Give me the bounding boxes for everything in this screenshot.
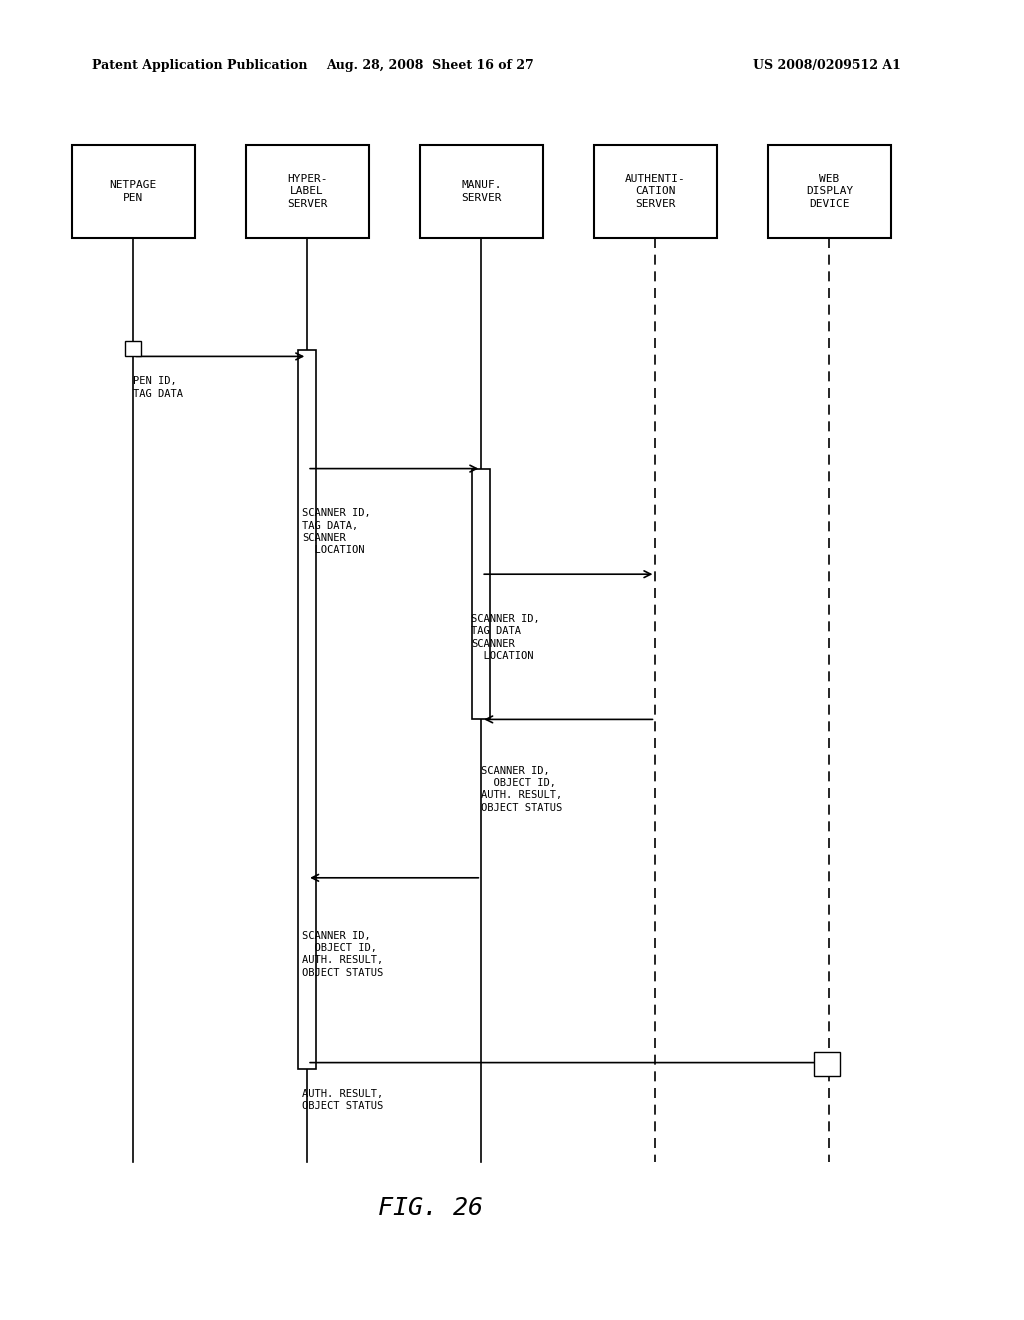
FancyBboxPatch shape bbox=[420, 145, 543, 238]
Text: WEB
DISPLAY
DEVICE: WEB DISPLAY DEVICE bbox=[806, 174, 853, 209]
Text: MANUF.
SERVER: MANUF. SERVER bbox=[461, 181, 502, 202]
Text: FIG. 26: FIG. 26 bbox=[378, 1196, 482, 1220]
Text: US 2008/0209512 A1: US 2008/0209512 A1 bbox=[754, 59, 901, 73]
Text: SCANNER ID,
TAG DATA,
SCANNER
  LOCATION: SCANNER ID, TAG DATA, SCANNER LOCATION bbox=[302, 508, 371, 556]
Text: AUTH. RESULT,
OBJECT STATUS: AUTH. RESULT, OBJECT STATUS bbox=[302, 1089, 383, 1111]
FancyBboxPatch shape bbox=[125, 341, 141, 356]
Text: SCANNER ID,
TAG DATA
SCANNER
  LOCATION: SCANNER ID, TAG DATA SCANNER LOCATION bbox=[471, 614, 540, 661]
FancyBboxPatch shape bbox=[298, 350, 316, 1069]
Text: HYPER-
LABEL
SERVER: HYPER- LABEL SERVER bbox=[287, 174, 328, 209]
FancyBboxPatch shape bbox=[246, 145, 369, 238]
Text: SCANNER ID,
  OBJECT ID,
AUTH. RESULT,
OBJECT STATUS: SCANNER ID, OBJECT ID, AUTH. RESULT, OBJ… bbox=[302, 931, 383, 978]
FancyBboxPatch shape bbox=[814, 1052, 840, 1076]
Text: SCANNER ID,
  OBJECT ID,
AUTH. RESULT,
OBJECT STATUS: SCANNER ID, OBJECT ID, AUTH. RESULT, OBJ… bbox=[481, 766, 562, 813]
Text: Patent Application Publication: Patent Application Publication bbox=[92, 59, 307, 73]
Text: AUTHENTI-
CATION
SERVER: AUTHENTI- CATION SERVER bbox=[625, 174, 686, 209]
FancyBboxPatch shape bbox=[768, 145, 891, 238]
Text: PEN ID,
TAG DATA: PEN ID, TAG DATA bbox=[133, 376, 183, 399]
Text: NETPAGE
PEN: NETPAGE PEN bbox=[110, 181, 157, 202]
Text: Aug. 28, 2008  Sheet 16 of 27: Aug. 28, 2008 Sheet 16 of 27 bbox=[327, 59, 534, 73]
FancyBboxPatch shape bbox=[472, 469, 490, 719]
FancyBboxPatch shape bbox=[72, 145, 195, 238]
FancyBboxPatch shape bbox=[594, 145, 717, 238]
